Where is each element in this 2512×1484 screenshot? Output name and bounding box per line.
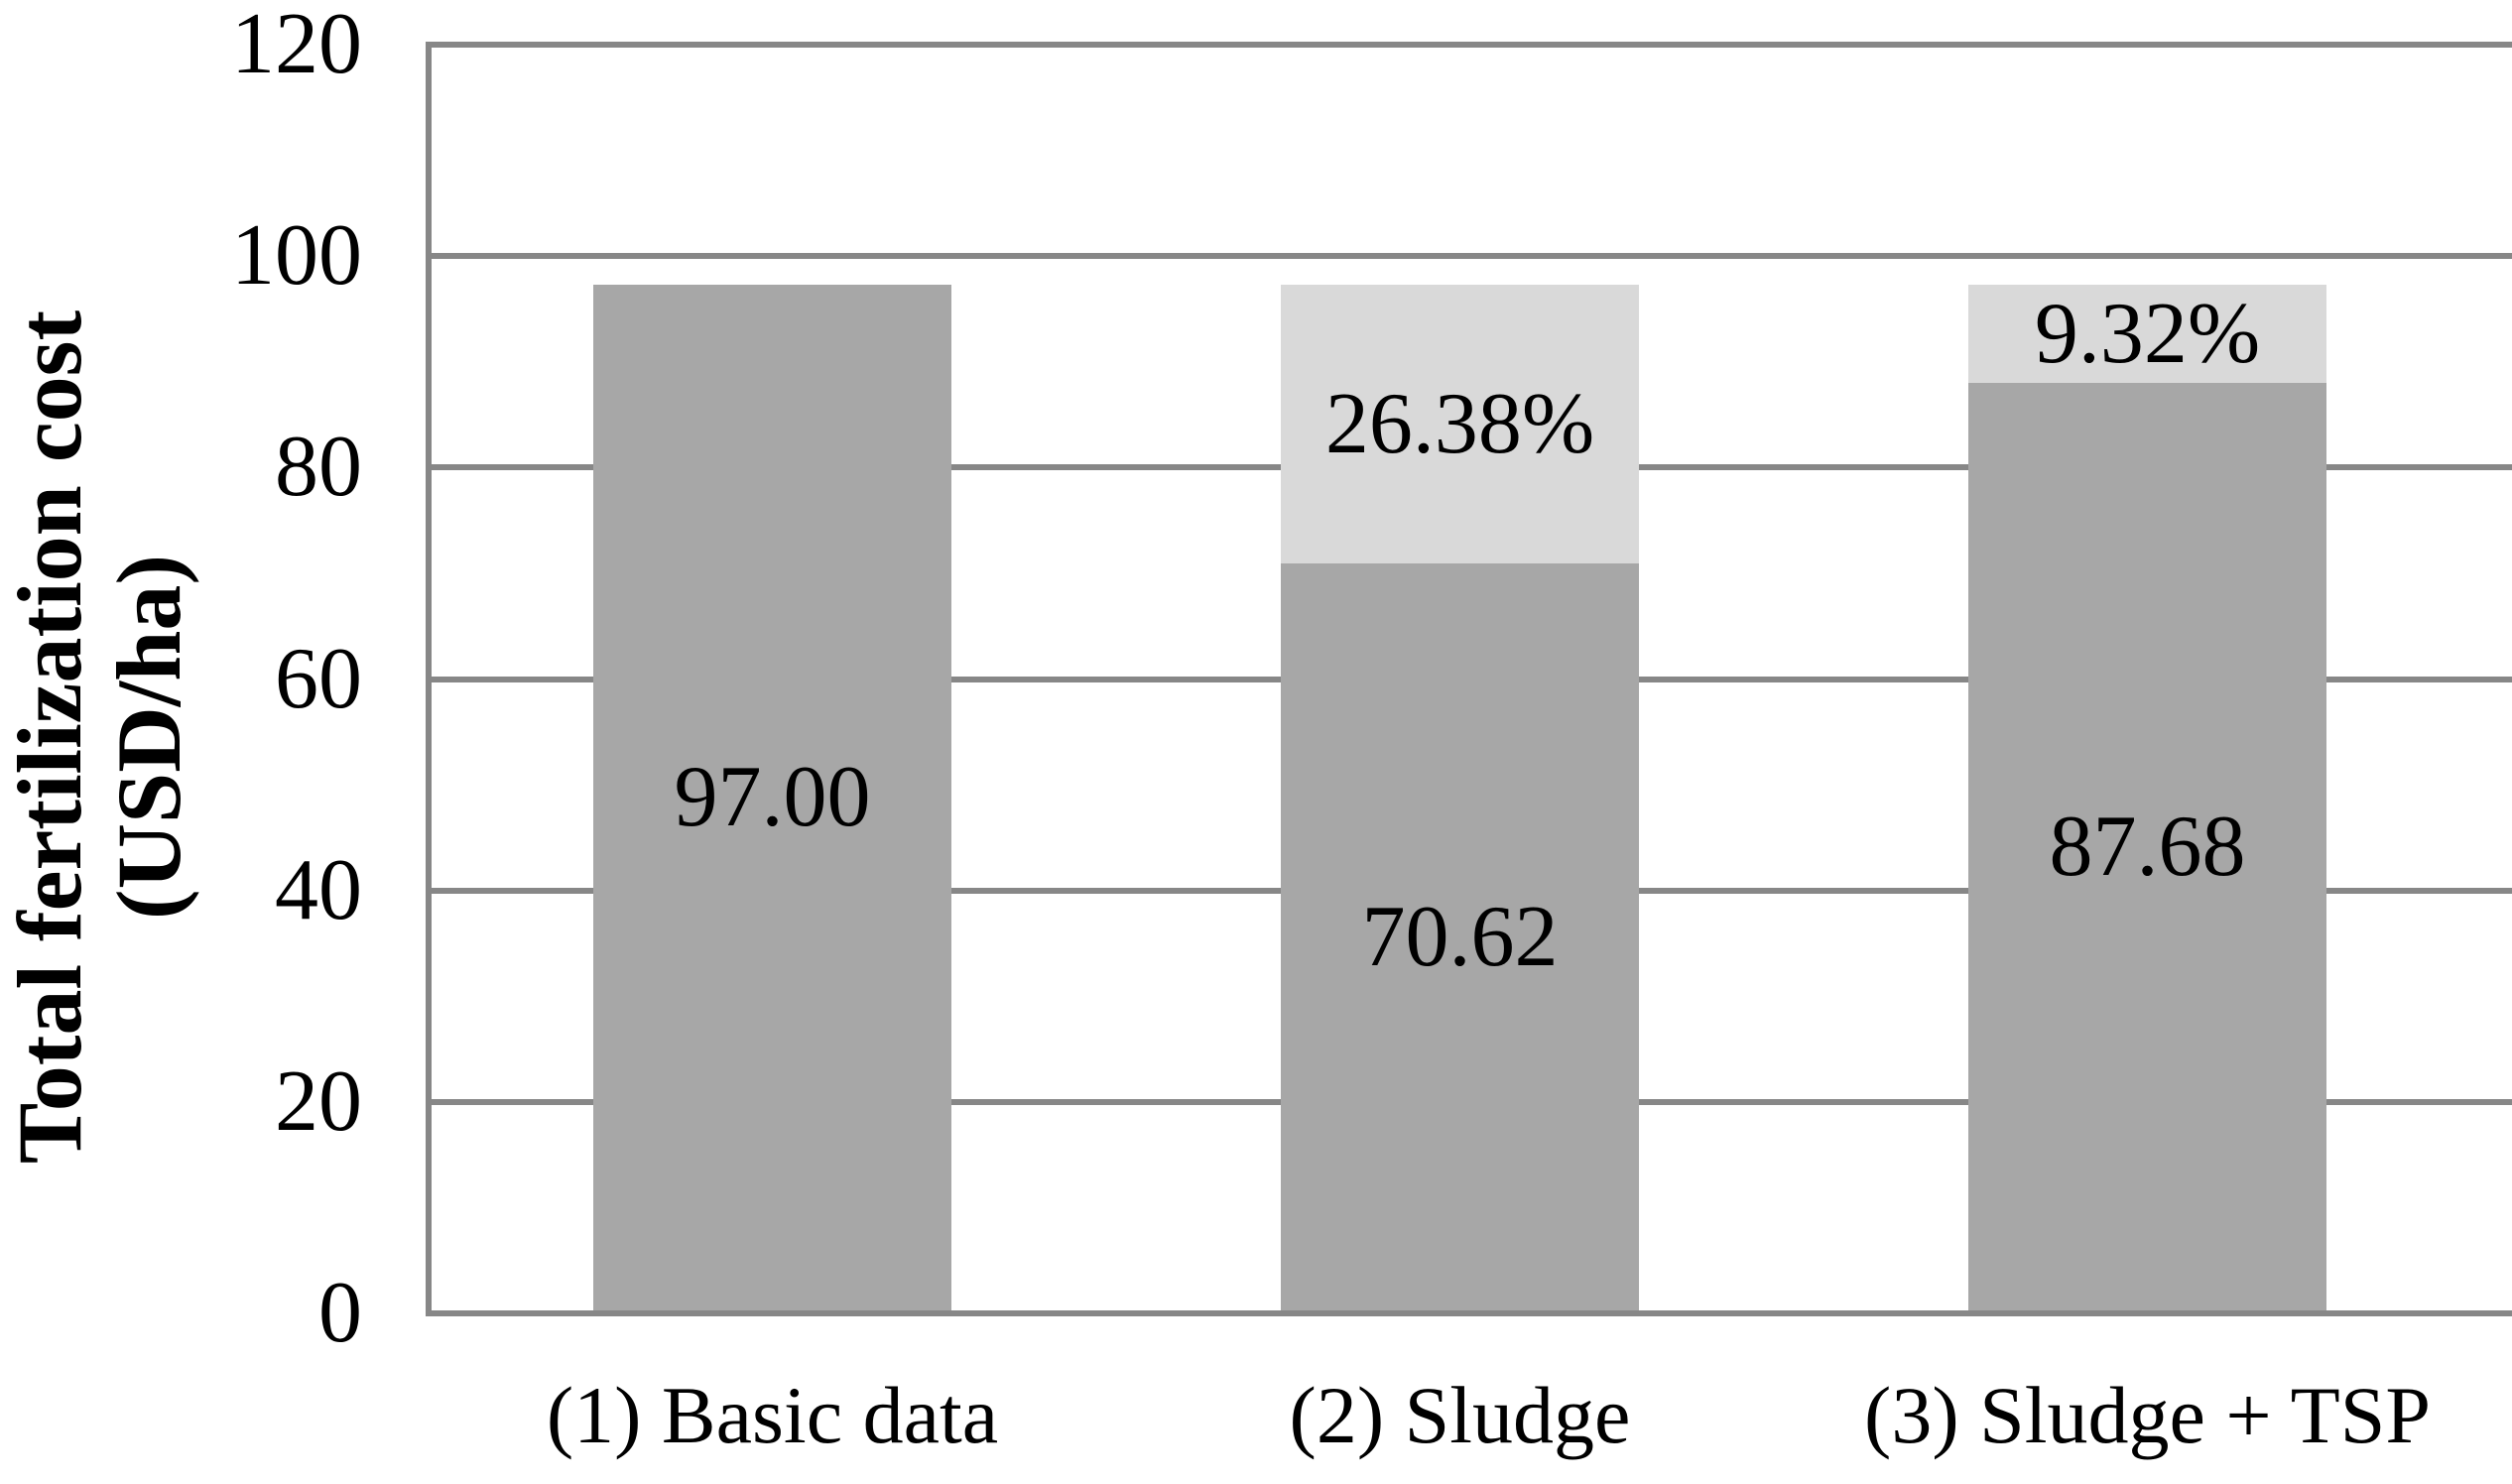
y-tick-label-20: 20 bbox=[275, 1052, 362, 1150]
bar-3-segment-savings-share bbox=[1968, 285, 2326, 384]
bar-2-value-label: 26.38% bbox=[1324, 375, 1595, 472]
x-category-label-2: (2) Sludge bbox=[1289, 1370, 1631, 1460]
y-tick-label-60: 60 bbox=[275, 630, 362, 727]
gridline-y-100 bbox=[426, 253, 2512, 260]
bar-3-value-label: 9.32% bbox=[2034, 285, 2261, 382]
gridline-y-120 bbox=[426, 42, 2512, 48]
x-category-label-1: (1) Basic data bbox=[546, 1370, 999, 1460]
bar-2-segment-base-cost bbox=[1281, 563, 1639, 1310]
bar-2-value-label: 70.62 bbox=[1361, 888, 1559, 985]
bar-2-segment-savings-share bbox=[1281, 285, 1639, 564]
y-tick-label-100: 100 bbox=[231, 207, 362, 305]
y-tick-label-40: 40 bbox=[275, 841, 362, 938]
y-axis-line bbox=[426, 42, 432, 1316]
bar-1-value-label: 97.00 bbox=[674, 749, 871, 846]
x-category-label-3: (3) Sludge + TSP bbox=[1864, 1370, 2431, 1460]
gridline-y-0 bbox=[426, 1310, 2512, 1316]
y-tick-label-0: 0 bbox=[318, 1265, 362, 1361]
bar-3-segment-base-cost bbox=[1968, 383, 2326, 1310]
bar-1-segment-base-cost bbox=[593, 285, 951, 1310]
bar-3-value-label: 87.68 bbox=[2049, 798, 2246, 895]
y-tick-label-80: 80 bbox=[275, 419, 362, 516]
y-tick-label-120: 120 bbox=[231, 0, 362, 92]
